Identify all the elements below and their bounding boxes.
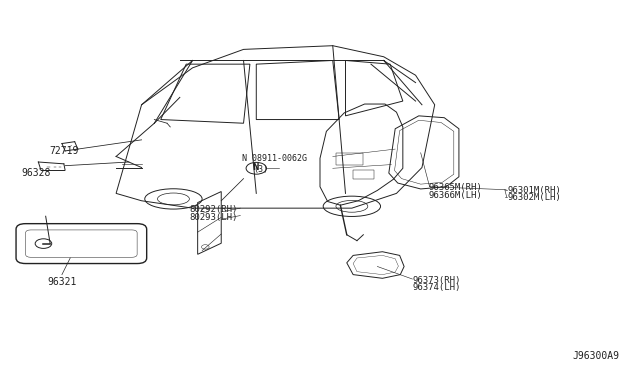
Text: 96365M(RH): 96365M(RH) xyxy=(428,183,482,192)
Text: N 08911-0062G: N 08911-0062G xyxy=(243,154,307,163)
Text: 96302M(LH): 96302M(LH) xyxy=(508,193,562,202)
Text: 96328: 96328 xyxy=(22,168,51,178)
Text: 96373(RH): 96373(RH) xyxy=(412,276,461,285)
Text: 96374(LH): 96374(LH) xyxy=(412,283,461,292)
Text: 96321: 96321 xyxy=(47,277,77,287)
Text: 80292(RH): 80292(RH) xyxy=(189,205,237,215)
Text: (3): (3) xyxy=(253,165,268,174)
Bar xyxy=(353,170,374,179)
Text: N: N xyxy=(252,163,259,172)
Text: J96300A9: J96300A9 xyxy=(573,351,620,361)
Text: 72719: 72719 xyxy=(49,146,79,156)
Text: 80293(LH): 80293(LH) xyxy=(189,213,237,222)
Text: 96366M(LH): 96366M(LH) xyxy=(428,191,482,200)
Bar xyxy=(336,153,363,164)
Text: 96301M(RH): 96301M(RH) xyxy=(508,186,562,195)
